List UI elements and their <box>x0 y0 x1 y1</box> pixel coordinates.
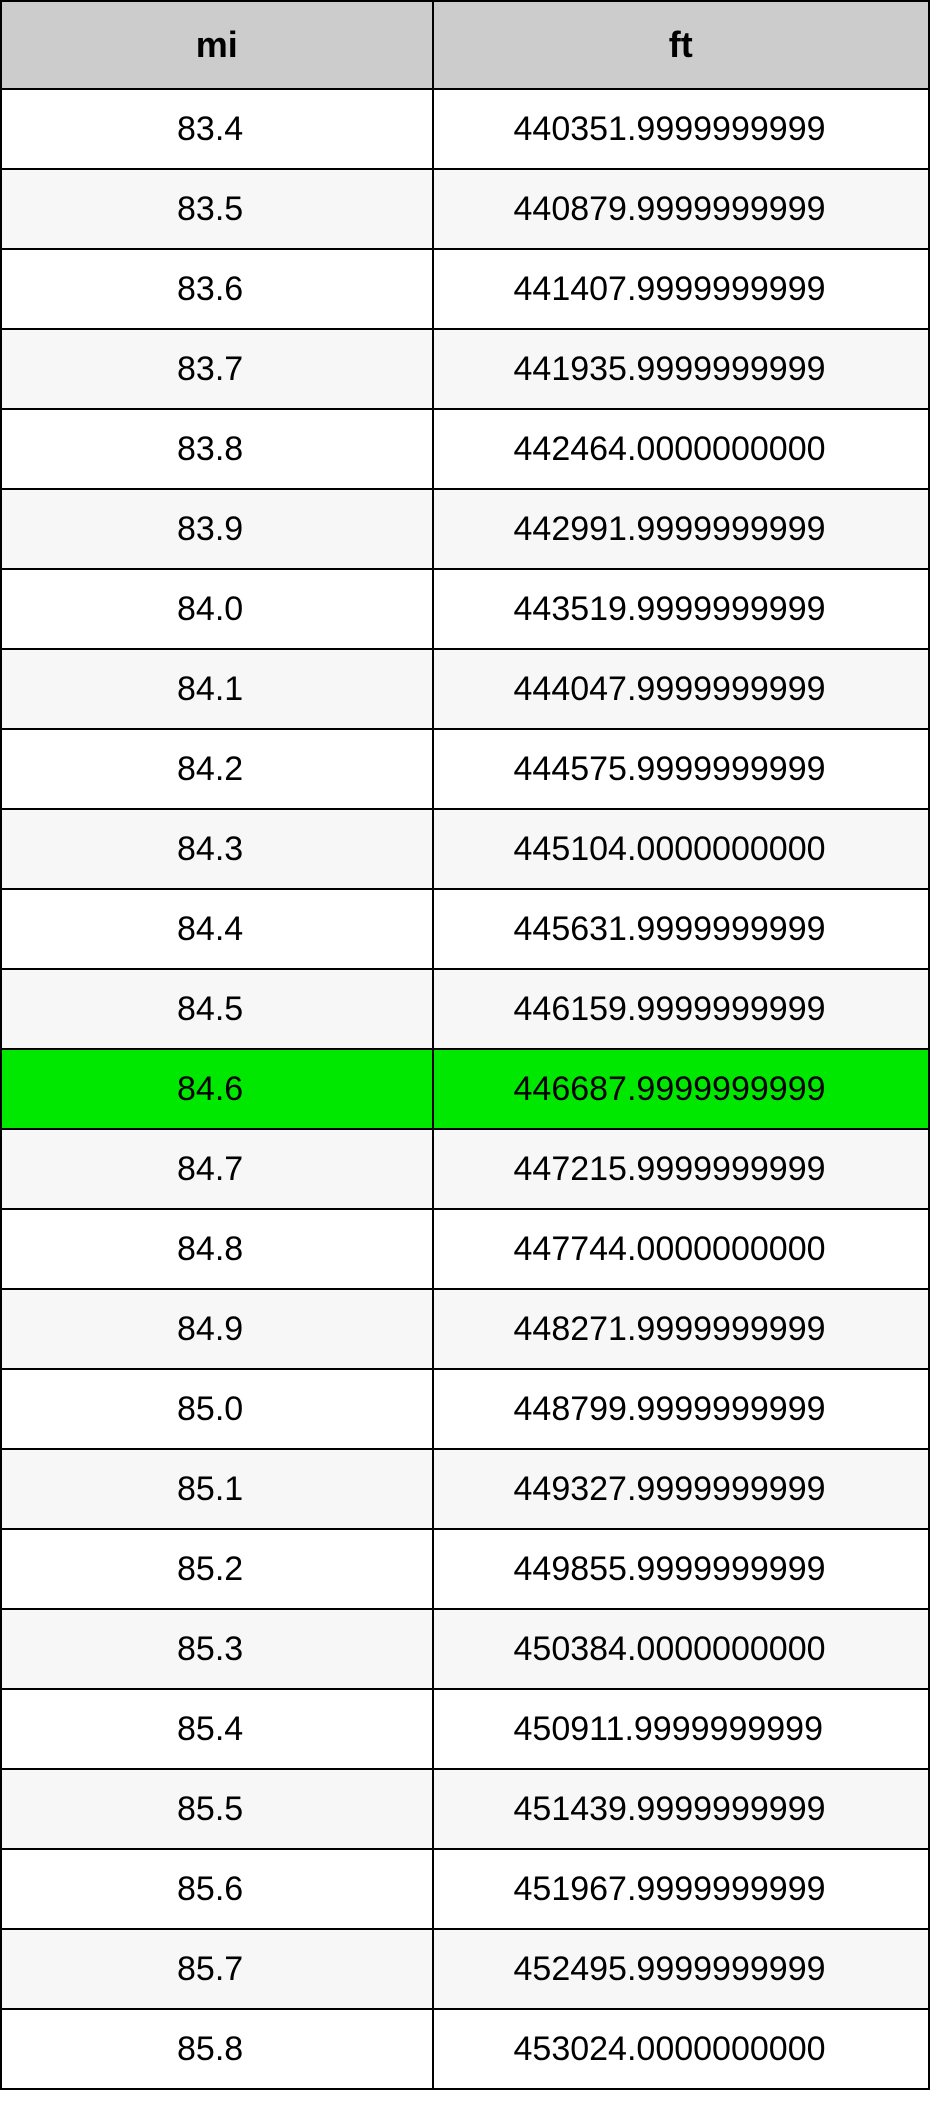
cell-mi: 84.7 <box>1 1129 433 1209</box>
column-header-mi: mi <box>1 1 433 89</box>
cell-mi: 84.4 <box>1 889 433 969</box>
cell-ft: 447744.0000000000 <box>433 1209 929 1289</box>
cell-ft: 448271.9999999999 <box>433 1289 929 1369</box>
cell-mi: 85.6 <box>1 1849 433 1929</box>
cell-ft: 441407.9999999999 <box>433 249 929 329</box>
table-row: 85.7452495.9999999999 <box>1 1929 929 2009</box>
table-row: 84.7447215.9999999999 <box>1 1129 929 1209</box>
cell-mi: 83.7 <box>1 329 433 409</box>
cell-mi: 83.9 <box>1 489 433 569</box>
cell-ft: 443519.9999999999 <box>433 569 929 649</box>
cell-ft: 450911.9999999999 <box>433 1689 929 1769</box>
cell-ft: 446687.9999999999 <box>433 1049 929 1129</box>
cell-mi: 84.5 <box>1 969 433 1049</box>
table-row: 85.6451967.9999999999 <box>1 1849 929 1929</box>
cell-mi: 85.1 <box>1 1449 433 1529</box>
conversion-table: mi ft 83.4440351.999999999983.5440879.99… <box>0 0 930 2090</box>
table-row: 83.9442991.9999999999 <box>1 489 929 569</box>
table-row: 85.1449327.9999999999 <box>1 1449 929 1529</box>
table-row: 84.6446687.9999999999 <box>1 1049 929 1129</box>
table-row: 85.8453024.0000000000 <box>1 2009 929 2089</box>
cell-ft: 444575.9999999999 <box>433 729 929 809</box>
cell-ft: 450384.0000000000 <box>433 1609 929 1689</box>
table-row: 84.3445104.0000000000 <box>1 809 929 889</box>
cell-ft: 442991.9999999999 <box>433 489 929 569</box>
cell-ft: 445631.9999999999 <box>433 889 929 969</box>
table-row: 85.0448799.9999999999 <box>1 1369 929 1449</box>
cell-mi: 85.2 <box>1 1529 433 1609</box>
cell-mi: 85.7 <box>1 1929 433 2009</box>
cell-mi: 83.8 <box>1 409 433 489</box>
cell-ft: 440351.9999999999 <box>433 89 929 169</box>
cell-mi: 83.4 <box>1 89 433 169</box>
table-row: 83.6441407.9999999999 <box>1 249 929 329</box>
table-row: 84.2444575.9999999999 <box>1 729 929 809</box>
table-row: 83.5440879.9999999999 <box>1 169 929 249</box>
cell-mi: 85.5 <box>1 1769 433 1849</box>
cell-mi: 84.9 <box>1 1289 433 1369</box>
table-row: 84.8447744.0000000000 <box>1 1209 929 1289</box>
cell-ft: 453024.0000000000 <box>433 2009 929 2089</box>
cell-ft: 451967.9999999999 <box>433 1849 929 1929</box>
cell-mi: 85.4 <box>1 1689 433 1769</box>
cell-ft: 446159.9999999999 <box>433 969 929 1049</box>
cell-mi: 84.2 <box>1 729 433 809</box>
cell-ft: 440879.9999999999 <box>433 169 929 249</box>
cell-mi: 84.0 <box>1 569 433 649</box>
cell-mi: 83.6 <box>1 249 433 329</box>
cell-ft: 447215.9999999999 <box>433 1129 929 1209</box>
table-row: 84.9448271.9999999999 <box>1 1289 929 1369</box>
cell-mi: 85.8 <box>1 2009 433 2089</box>
table-row: 85.3450384.0000000000 <box>1 1609 929 1689</box>
table-row: 85.4450911.9999999999 <box>1 1689 929 1769</box>
table-header-row: mi ft <box>1 1 929 89</box>
table-row: 84.4445631.9999999999 <box>1 889 929 969</box>
table-row: 83.4440351.9999999999 <box>1 89 929 169</box>
cell-ft: 448799.9999999999 <box>433 1369 929 1449</box>
cell-mi: 84.1 <box>1 649 433 729</box>
cell-ft: 444047.9999999999 <box>433 649 929 729</box>
cell-ft: 451439.9999999999 <box>433 1769 929 1849</box>
table-row: 84.5446159.9999999999 <box>1 969 929 1049</box>
table-row: 83.7441935.9999999999 <box>1 329 929 409</box>
cell-ft: 442464.0000000000 <box>433 409 929 489</box>
cell-mi: 84.6 <box>1 1049 433 1129</box>
cell-ft: 452495.9999999999 <box>433 1929 929 2009</box>
table-row: 83.8442464.0000000000 <box>1 409 929 489</box>
table-row: 85.2449855.9999999999 <box>1 1529 929 1609</box>
table-row: 84.1444047.9999999999 <box>1 649 929 729</box>
cell-ft: 445104.0000000000 <box>433 809 929 889</box>
cell-ft: 449327.9999999999 <box>433 1449 929 1529</box>
table-row: 84.0443519.9999999999 <box>1 569 929 649</box>
cell-mi: 85.0 <box>1 1369 433 1449</box>
column-header-ft: ft <box>433 1 929 89</box>
cell-mi: 83.5 <box>1 169 433 249</box>
cell-mi: 84.3 <box>1 809 433 889</box>
cell-ft: 441935.9999999999 <box>433 329 929 409</box>
cell-mi: 85.3 <box>1 1609 433 1689</box>
cell-mi: 84.8 <box>1 1209 433 1289</box>
cell-ft: 449855.9999999999 <box>433 1529 929 1609</box>
table-row: 85.5451439.9999999999 <box>1 1769 929 1849</box>
